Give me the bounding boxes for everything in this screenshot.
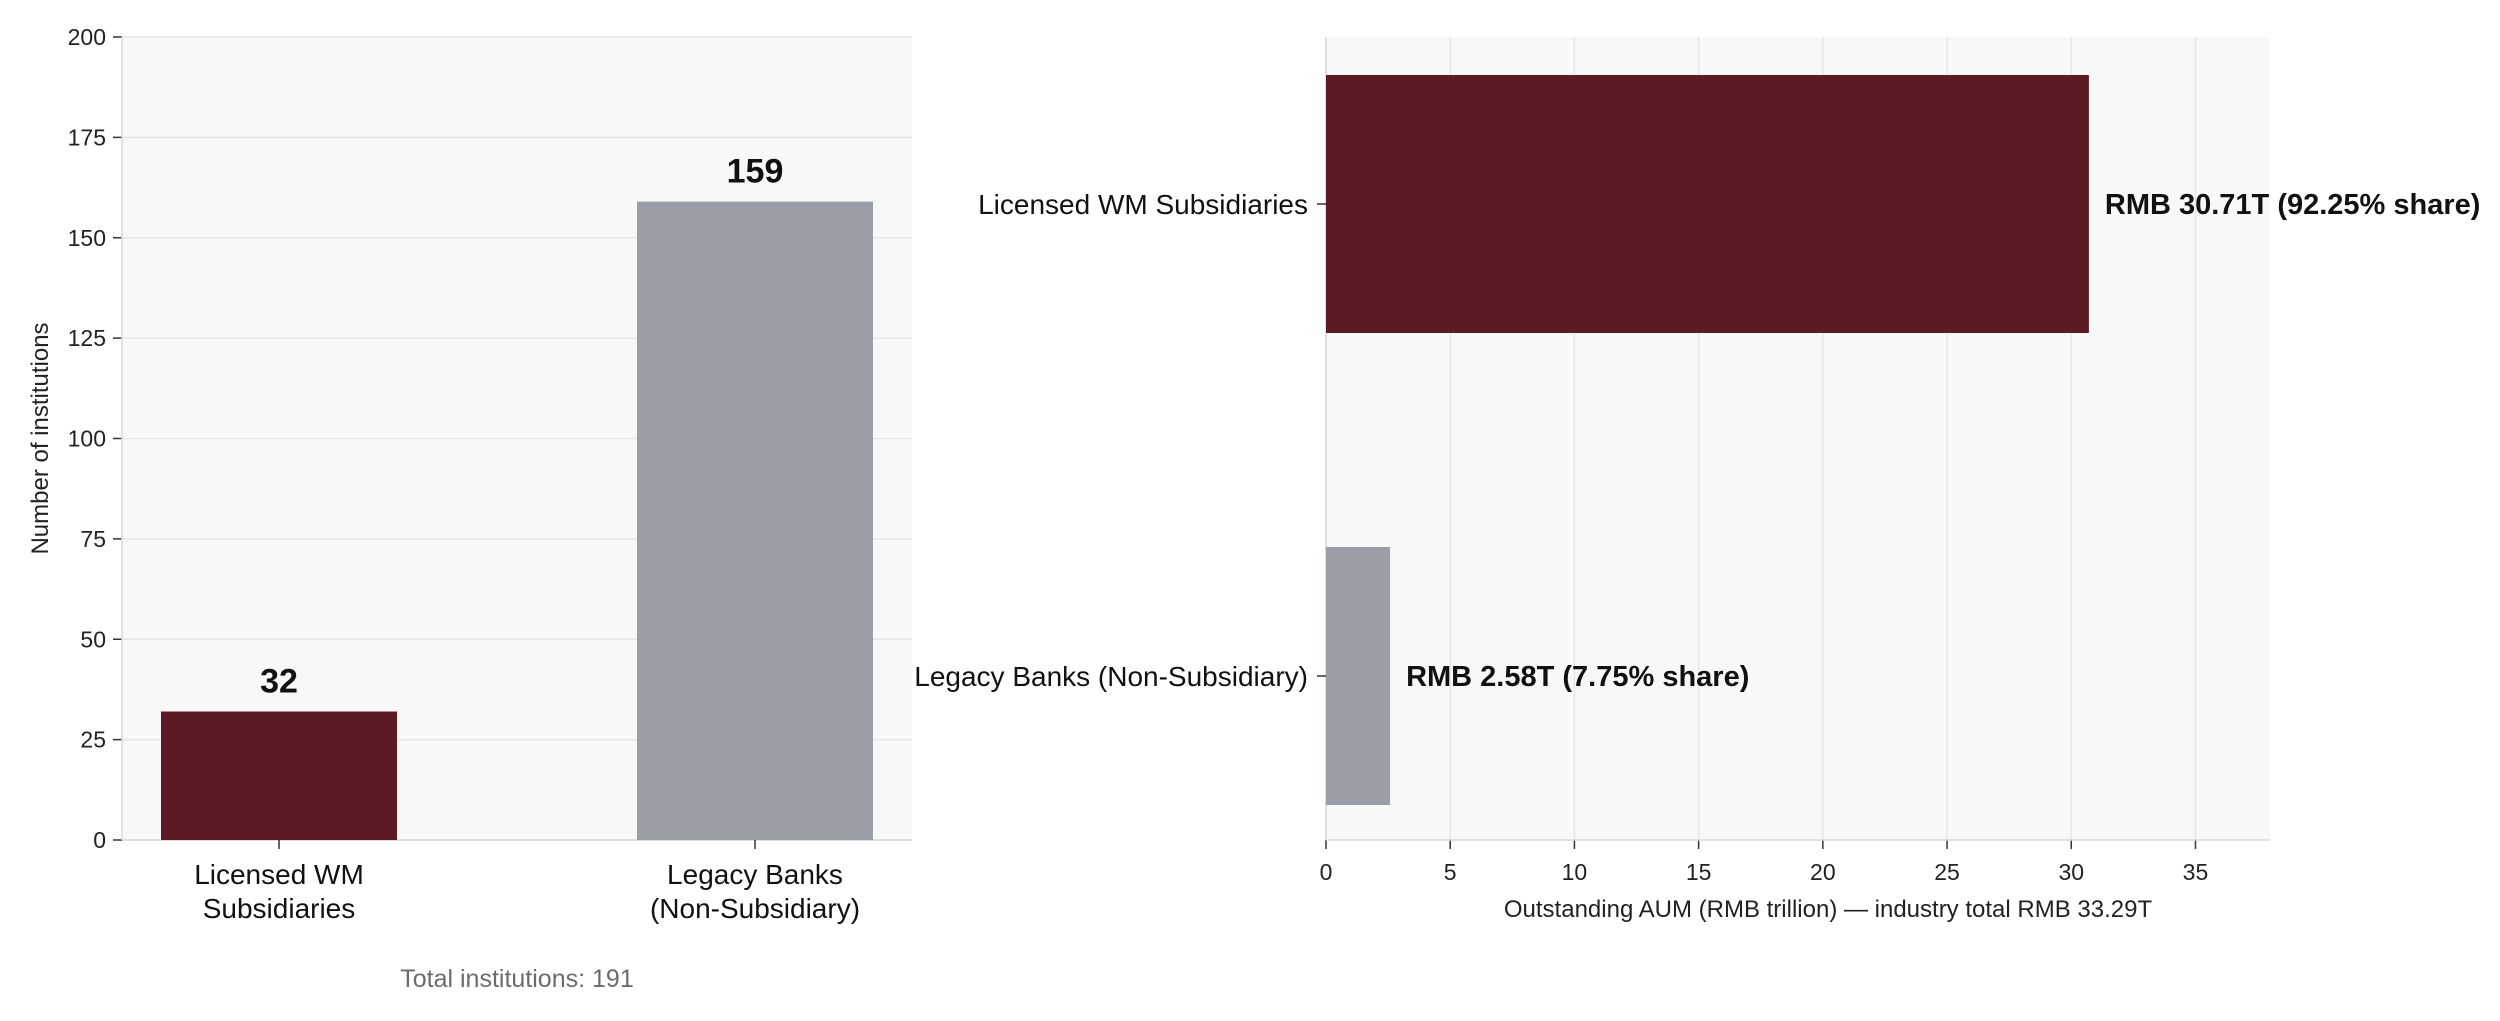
- bar-value-label: RMB 30.71T (92.25% share): [2105, 189, 2481, 221]
- y-tick-label: 175: [68, 124, 106, 150]
- x-category-label: Subsidiaries: [203, 893, 356, 924]
- y-axis-title: Number of institutions: [27, 322, 54, 554]
- x-tick-label: 25: [1934, 859, 1960, 885]
- y-tick-label: 100: [68, 426, 106, 452]
- bar: [161, 711, 397, 840]
- x-axis-title: Outstanding AUM (RMB trillion) — industr…: [1504, 896, 2153, 923]
- y-tick-label: 50: [80, 626, 106, 652]
- x-tick-label: 20: [1810, 859, 1836, 885]
- y-tick-label: 25: [80, 727, 106, 753]
- x-tick-label: 0: [1320, 859, 1333, 885]
- x-tick-label: 35: [2183, 859, 2209, 885]
- y-tick-label: 150: [68, 225, 106, 251]
- aum-share-chart: 0 5 10 15 20 25 30 35 RMB 30.71T (92.25% share) L…: [914, 37, 2480, 923]
- x-category-label: Legacy Banks: [667, 859, 843, 890]
- y-tick-label: 200: [68, 24, 106, 50]
- x-category-label: Licensed WM: [194, 859, 364, 890]
- x-category-label: (Non-Subsidiary): [650, 893, 860, 924]
- bar-value-label: 159: [727, 153, 784, 191]
- total-institutions-footnote: Total institutions: 191: [400, 965, 633, 993]
- y-tick-label: 125: [68, 325, 106, 351]
- x-tick-label: 30: [2058, 859, 2084, 885]
- institutions-count-chart: 0 25 50 75 100 125 150 175 200 32 Licensed WMSubsi…: [27, 24, 912, 993]
- bar: [1326, 75, 2089, 333]
- bar: [1326, 547, 1391, 805]
- bar-value-label: 32: [260, 663, 298, 701]
- bar-value-label: RMB 2.58T (7.75% share): [1406, 661, 1749, 693]
- y-tick-label: 0: [93, 827, 106, 853]
- y-category-label: Licensed WM Subsidiaries: [978, 189, 1308, 220]
- y-tick-label: 75: [80, 526, 106, 552]
- bar: [637, 201, 873, 841]
- x-tick-label: 15: [1686, 859, 1712, 885]
- x-tick-label: 5: [1444, 859, 1457, 885]
- y-category-label: Legacy Banks (Non-Subsidiary): [914, 661, 1308, 692]
- x-tick-label: 10: [1562, 859, 1588, 885]
